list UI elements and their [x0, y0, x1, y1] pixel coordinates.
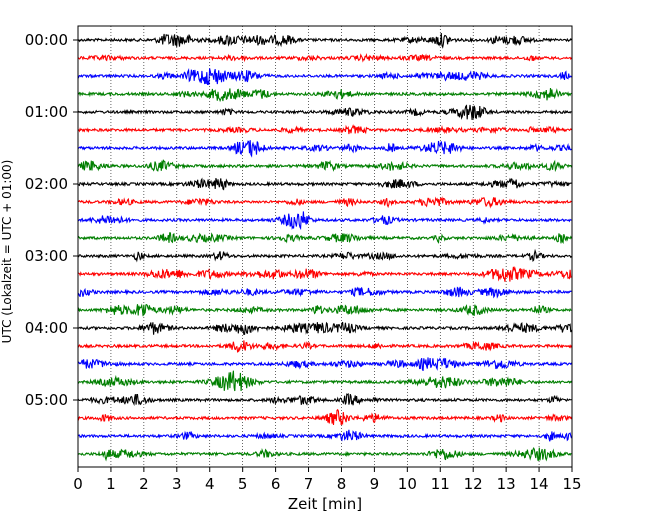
seismogram-trace [77, 340, 573, 353]
seismogram-trace [77, 429, 573, 442]
x-tick-label: 9 [370, 475, 380, 493]
seismogram-trace [77, 408, 573, 426]
seismogram-trace [77, 211, 572, 231]
seismogram-trace [77, 159, 573, 173]
seismogram-trace [77, 124, 572, 135]
seismogram-trace [77, 447, 572, 462]
seismogram-trace [77, 393, 572, 407]
x-tick-label: 6 [271, 475, 281, 493]
seismogram-trace [77, 248, 572, 263]
plot-frame [77, 25, 573, 468]
seismogram-trace [77, 266, 572, 282]
seismogram-trace [77, 177, 572, 191]
x-tick-label: 2 [139, 475, 149, 493]
seismogram-trace [77, 303, 572, 317]
y-tick-label: 04:00 [25, 319, 68, 337]
x-tick-label: 11 [431, 475, 450, 493]
seismogram-trace [77, 53, 572, 63]
seismogram-trace [77, 370, 573, 392]
x-tick-label: 12 [464, 475, 483, 493]
seismogram-trace [77, 140, 572, 158]
y-axis-ticks: 00:00 01:00 02:00 03:00 04:00 05:00 [25, 31, 78, 409]
x-tick-label: 10 [398, 475, 417, 493]
x-tick-label: 7 [304, 475, 314, 493]
seismogram-trace [77, 321, 573, 336]
y-axis-label: UTC (Lokalzeit = UTC + 01:00) [0, 160, 14, 344]
x-tick-label: 15 [562, 475, 581, 493]
seismogram-trace [77, 33, 572, 49]
seismogram-trace [77, 67, 572, 85]
seismogram-trace [77, 286, 572, 299]
y-tick-label: 03:00 [25, 247, 68, 265]
x-tick-label: 3 [172, 475, 182, 493]
x-tick-label: 0 [73, 475, 83, 493]
seismogram-trace [77, 357, 572, 372]
x-axis-ticks: 0 1 2 3 4 5 6 7 8 9 10 11 12 13 14 15 [73, 467, 582, 493]
x-tick-label: 8 [337, 475, 347, 493]
seismogram-trace [77, 104, 572, 121]
y-tick-label: 00:00 [25, 31, 68, 49]
seismogram-traces [77, 33, 573, 462]
x-tick-label: 14 [530, 475, 549, 493]
x-tick-label: 1 [106, 475, 116, 493]
x-tick-label: 4 [205, 475, 215, 493]
y-tick-label: 05:00 [25, 391, 68, 409]
x-axis-label: Zeit [min] [288, 495, 362, 513]
seismogram-trace [77, 232, 573, 244]
seismogram-trace [77, 88, 572, 103]
y-tick-label: 01:00 [25, 103, 68, 121]
seismogram-trace [77, 196, 572, 209]
y-tick-label: 02:00 [25, 175, 68, 193]
x-tick-label: 5 [238, 475, 248, 493]
x-tick-label: 13 [497, 475, 516, 493]
